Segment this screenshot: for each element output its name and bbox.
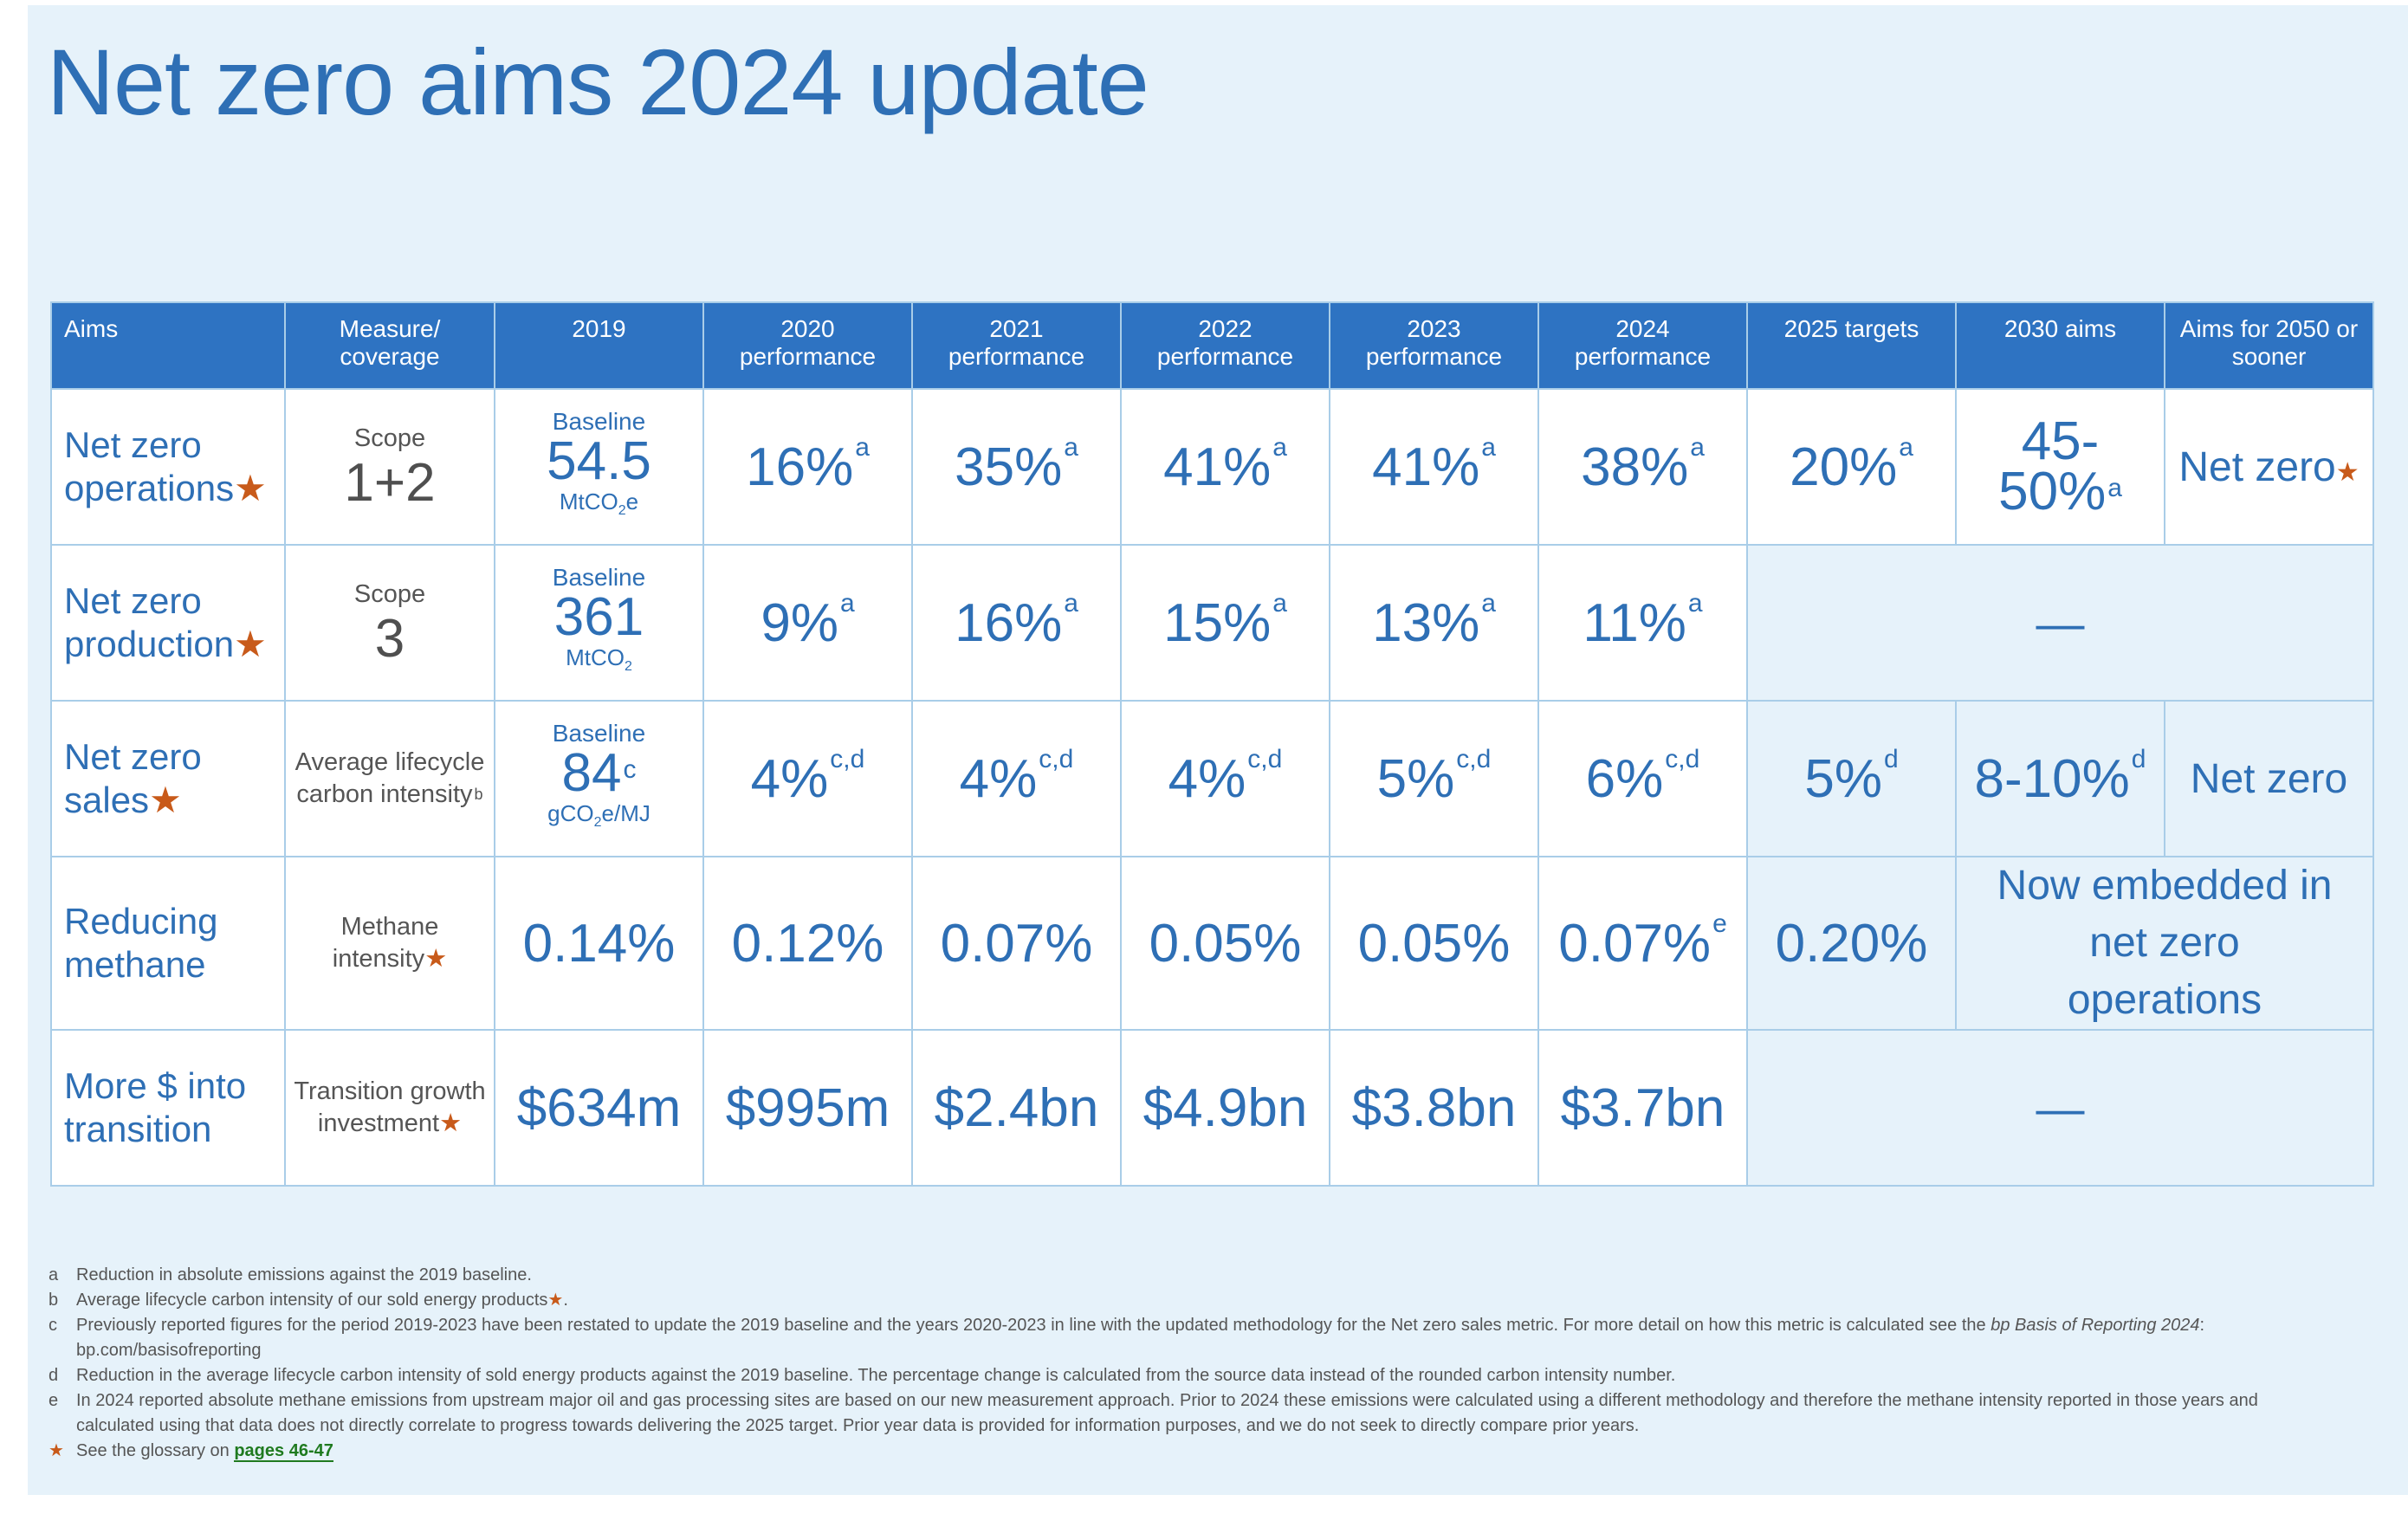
page-title: Net zero aims 2024 update — [47, 29, 1149, 134]
glossary-star-icon: ★ — [49, 1441, 64, 1460]
embedded-note: Now embedded in net zero operations — [1955, 856, 2374, 1031]
value-cell: $3.7bn — [1537, 1029, 1748, 1187]
baseline-unit: gCO2e/MJ — [547, 800, 651, 831]
value-cell: 0.14% — [494, 856, 704, 1031]
value-cell: 0.07%e — [1537, 856, 1748, 1031]
value-cell: 5%c,d — [1329, 700, 1539, 857]
aim-2050-cell: Net zero★ — [2164, 388, 2374, 546]
aim-2030-cell: 8-10%d — [1955, 700, 2165, 857]
aim-cell: More $ into transition — [50, 1029, 286, 1187]
table-row: Net zero production★ Scope 3 Baseline 361 M… — [50, 544, 2374, 702]
measure-cell: Scope 1+2 — [284, 388, 495, 546]
header-row: Aims Measure/ coverage 2019 2020 perform… — [50, 301, 2374, 390]
aim-cell: Net zero sales★ — [50, 700, 286, 857]
header-2021: 2021 performance — [911, 301, 1122, 390]
value-cell: 0.07% — [911, 856, 1122, 1031]
footnote-c: c Previously reported figures for the per… — [49, 1316, 2205, 1360]
glossary-star-icon: ★ — [439, 1110, 463, 1137]
target-cell: 20%a — [1746, 388, 1957, 546]
aim-cell: Net zero production★ — [50, 544, 286, 702]
glossary-star-icon: ★ — [424, 945, 448, 973]
value-cell: 13%a — [1329, 544, 1539, 702]
aim-label: More $ into transition — [64, 1065, 247, 1149]
value-cell: $4.9bn — [1120, 1029, 1330, 1187]
measure-cell: Methane intensity★ — [284, 856, 495, 1031]
header-measure: Measure/ coverage — [284, 301, 495, 390]
baseline-unit: MtCO2 — [566, 644, 632, 675]
aim-2050-cell: Net zero — [2164, 700, 2374, 857]
footnote-a: a Reduction in absolute emissions against… — [49, 1265, 532, 1284]
aim-cell: Reducing methane — [50, 856, 286, 1031]
glossary-link[interactable]: pages 46-47 — [234, 1441, 333, 1462]
measure-cell: Average lifecycle carbon intensity b — [284, 700, 495, 857]
header-2024: 2024 performance — [1537, 301, 1748, 390]
footnotes: a Reduction in absolute emissions against… — [49, 1263, 2335, 1464]
baseline-cell: Baseline 84c gCO2e/MJ — [494, 700, 704, 857]
value-cell: 0.05% — [1329, 856, 1539, 1031]
value-cell: 4%c,d — [1120, 700, 1330, 857]
header-2020: 2020 performance — [702, 301, 913, 390]
value-cell: 4%c,d — [911, 700, 1122, 857]
value-cell: 9%a — [702, 544, 913, 702]
aim-label: Net zero operations — [64, 424, 235, 508]
table-row: Net zero operations★ Scope 1+2 Baseline 54… — [50, 388, 2374, 546]
value-cell: 11%a — [1537, 544, 1748, 702]
header-2030-aims: 2030 aims — [1955, 301, 2165, 390]
baseline-cell: Baseline 361 MtCO2 — [494, 544, 704, 702]
table-row: Reducing methane Methane intensity★ 0.14… — [50, 856, 2374, 1031]
no-target-dash: — — [1746, 544, 2374, 702]
footnote-e: e In 2024 reported absolute methane emiss… — [49, 1391, 2258, 1435]
header-2022: 2022 performance — [1120, 301, 1330, 390]
measure-cell: Scope 3 — [284, 544, 495, 702]
value-cell: $995m — [702, 1029, 913, 1187]
glossary-star-icon: ★ — [234, 624, 267, 664]
table-row: More $ into transition Transition growth… — [50, 1029, 2374, 1187]
aim-label: Net zero sales — [64, 736, 202, 820]
value-cell: 16%a — [911, 544, 1122, 702]
glossary-star-icon: ★ — [234, 468, 267, 508]
target-cell: 0.20% — [1746, 856, 1957, 1031]
value-cell: 35%a — [911, 388, 1122, 546]
table-row: Net zero sales★ Average lifecycle carbon… — [50, 700, 2374, 857]
value-cell: 15%a — [1120, 544, 1330, 702]
value-cell: $634m — [494, 1029, 704, 1187]
value-cell: $3.8bn — [1329, 1029, 1539, 1187]
measure-cell: Transition growth investment★ — [284, 1029, 495, 1187]
header-2025-targets: 2025 targets — [1746, 301, 1957, 390]
glossary-star-icon: ★ — [547, 1291, 564, 1310]
value-cell: 4%c,d — [702, 700, 913, 857]
footnote-d: d Reduction in the average lifecycle carb… — [49, 1366, 1676, 1385]
value-cell: $2.4bn — [911, 1029, 1122, 1187]
aim-label: Net zero production — [64, 580, 235, 664]
baseline-unit: MtCO2e — [559, 488, 639, 519]
target-cell: 5%d — [1746, 700, 1957, 857]
no-target-dash: — — [1746, 1029, 2374, 1187]
value-cell: 0.05% — [1120, 856, 1330, 1031]
header-2023: 2023 performance — [1329, 301, 1539, 390]
measure-value: 1+2 — [344, 452, 436, 513]
footnote-b: b Average lifecycle carbon intensity of o… — [49, 1291, 568, 1310]
value-cell: 41%a — [1120, 388, 1330, 546]
value-cell: 38%a — [1537, 388, 1748, 546]
value-cell: 41%a — [1329, 388, 1539, 546]
glossary-star-icon: ★ — [2335, 457, 2359, 487]
header-2019: 2019 — [494, 301, 704, 390]
aim-label: Reducing methane — [64, 901, 218, 985]
aim-cell: Net zero operations★ — [50, 388, 286, 546]
net-zero-aims-table: Aims Measure/ coverage 2019 2020 perform… — [50, 301, 2374, 1187]
aim-2030-cell: 45- 50%a — [1955, 388, 2165, 546]
value-cell: 6%c,d — [1537, 700, 1748, 857]
baseline-cell: Baseline 54.5 MtCO2e — [494, 388, 704, 546]
glossary-star-icon: ★ — [149, 780, 182, 820]
header-2050-aims: Aims for 2050 or sooner — [2164, 301, 2374, 390]
measure-value: 3 — [374, 608, 405, 669]
value-cell: 16%a — [702, 388, 913, 546]
glossary-note: ★ See the glossary on pages 46-47 — [49, 1439, 2335, 1464]
value-cell: 0.12% — [702, 856, 913, 1031]
header-aims: Aims — [50, 301, 286, 390]
